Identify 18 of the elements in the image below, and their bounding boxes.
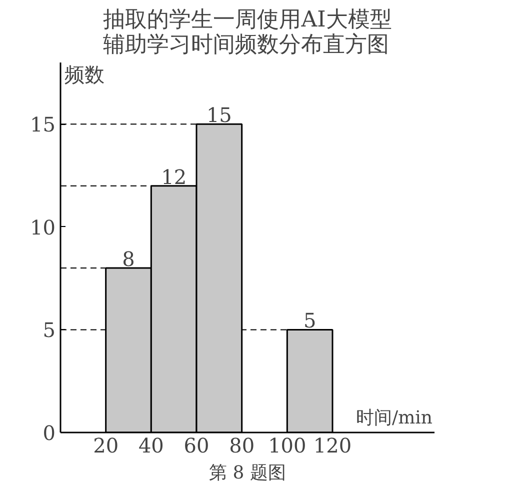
x-tick-label: 120	[313, 434, 352, 458]
y-axis-title: 频数	[64, 62, 104, 86]
x-tick-label: 60	[184, 434, 210, 458]
x-tick-label: 40	[138, 434, 164, 458]
text: 第 8 题图	[209, 462, 286, 484]
x-tick-label: 20	[93, 434, 119, 458]
y-tick-label: 5	[42, 318, 56, 342]
data-label: 5	[303, 308, 316, 333]
data-label: 12	[161, 164, 187, 189]
x-tick-label: 100	[268, 434, 306, 458]
data-label: 15	[206, 103, 232, 128]
data-label: 8	[122, 247, 135, 272]
x-axis-title: 时间/min	[356, 408, 433, 428]
y-tick-label: 10	[30, 215, 56, 240]
chart-title: 抽取的学生一周使用AI大模型辅助学习时间频数分布直方图	[103, 8, 392, 58]
x-tick-label: 80	[229, 434, 255, 458]
y-tick-label: 15	[30, 112, 56, 137]
y-tick-label: 0	[42, 421, 56, 445]
